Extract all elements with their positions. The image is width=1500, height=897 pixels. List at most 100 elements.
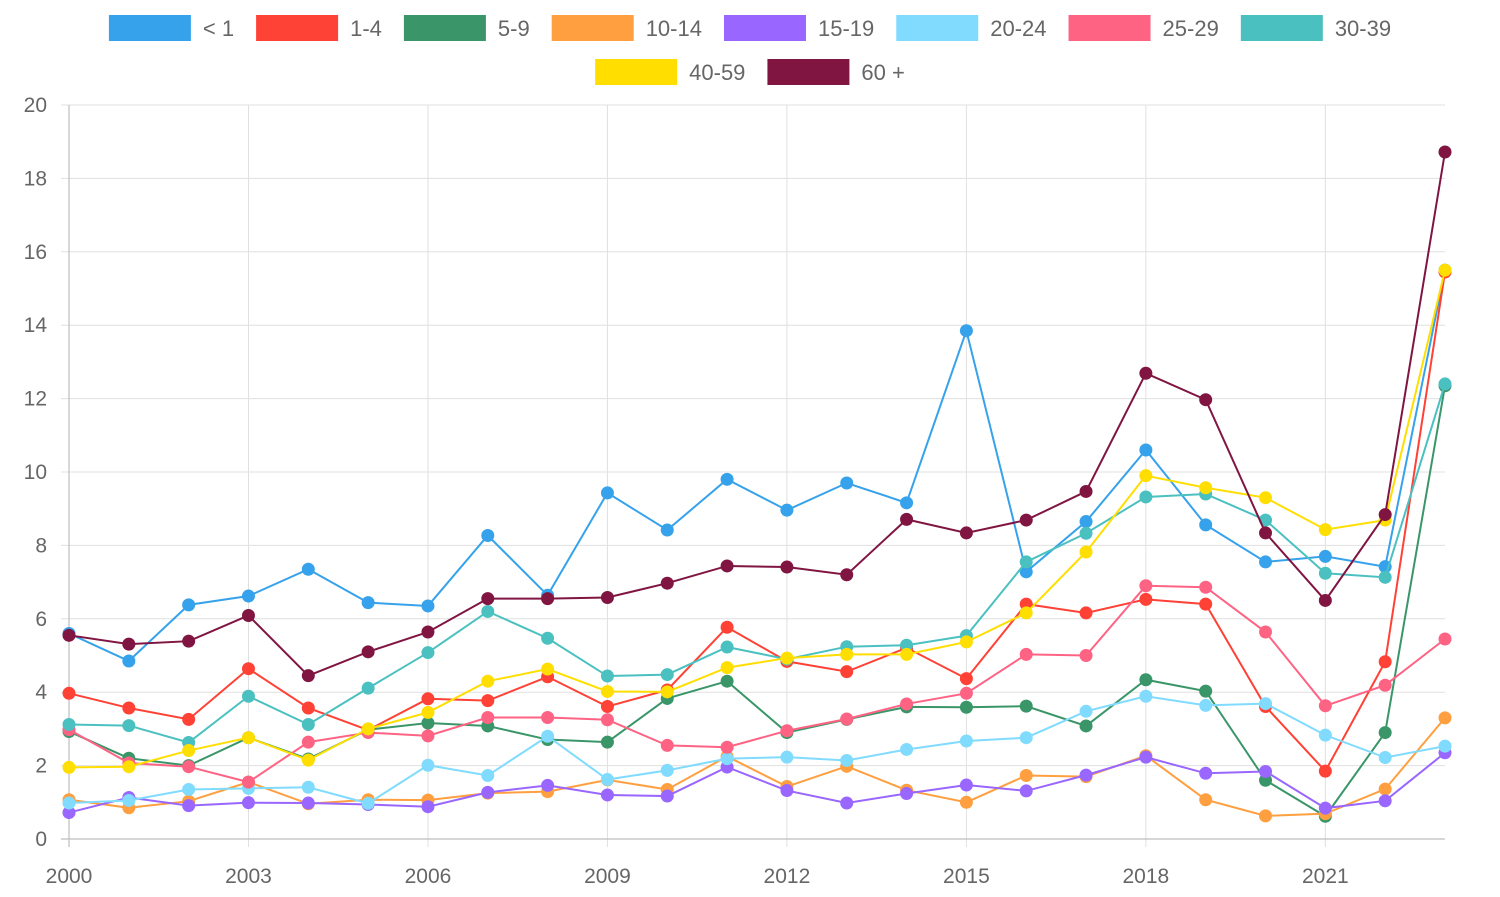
data-point (1019, 769, 1033, 783)
data-point (122, 654, 136, 668)
data-point (62, 760, 76, 774)
legend-label: 10-14 (646, 16, 702, 41)
legend-label: 5-9 (498, 16, 530, 41)
x-tick-label: 2006 (405, 865, 452, 888)
data-point (840, 665, 854, 679)
data-point (1139, 750, 1153, 764)
data-point (840, 753, 854, 767)
data-point (1259, 625, 1273, 639)
legend-item[interactable]: 30-39 (1240, 15, 1391, 41)
data-point (301, 796, 315, 810)
y-tick-label: 10 (24, 461, 47, 484)
data-point (720, 661, 734, 675)
legend-item[interactable]: 5-9 (403, 15, 530, 41)
legend-label: 25-29 (1163, 16, 1219, 41)
data-point (241, 662, 255, 676)
y-tick-label: 2 (35, 755, 47, 778)
data-point (481, 674, 495, 688)
data-point (600, 735, 614, 749)
legend-label: 30-39 (1335, 16, 1391, 41)
data-point (1438, 263, 1452, 277)
data-point (1318, 593, 1332, 607)
legend-swatch (403, 15, 486, 41)
data-point (1438, 145, 1452, 159)
data-point (1079, 545, 1093, 559)
legend-swatch (767, 59, 850, 85)
data-point (421, 729, 435, 743)
legend-swatch (723, 15, 806, 41)
data-point (241, 796, 255, 810)
data-point (1259, 555, 1273, 569)
data-point (1019, 784, 1033, 798)
data-point (182, 760, 196, 774)
data-point (241, 775, 255, 789)
data-point (1139, 443, 1153, 457)
series-line (68, 269, 1446, 663)
data-point (301, 701, 315, 715)
series-group (62, 265, 1452, 778)
data-point (421, 599, 435, 613)
data-point (1438, 377, 1452, 391)
legend-item[interactable]: 15-19 (723, 15, 874, 41)
data-point (241, 731, 255, 745)
data-point (1139, 592, 1153, 606)
data-point (541, 778, 555, 792)
x-tick-label: 2021 (1302, 865, 1349, 888)
series-group (62, 379, 1452, 823)
data-point (301, 780, 315, 794)
data-point (959, 635, 973, 649)
legend-item[interactable]: 60 + (767, 59, 905, 85)
x-tick-label: 2015 (943, 865, 990, 888)
data-point (361, 796, 375, 810)
legend-item[interactable]: < 1 (108, 15, 234, 41)
legend-item[interactable]: 1-4 (256, 15, 382, 41)
data-point (900, 496, 914, 510)
data-point (1378, 570, 1392, 584)
data-point (481, 785, 495, 799)
data-point (720, 674, 734, 688)
data-point (600, 591, 614, 605)
legend-item[interactable]: 10-14 (551, 15, 702, 41)
data-point (541, 631, 555, 645)
series-line (68, 717, 1446, 817)
legend-item[interactable]: 20-24 (896, 15, 1047, 41)
data-point (481, 769, 495, 783)
legend-swatch (896, 15, 979, 41)
data-point (1199, 518, 1213, 532)
data-point (1259, 526, 1273, 540)
legend-item[interactable]: 25-29 (1068, 15, 1219, 41)
data-point (241, 589, 255, 603)
x-tick-label: 2009 (584, 865, 631, 888)
data-point (900, 638, 914, 652)
data-point (122, 760, 136, 774)
data-point (780, 560, 794, 574)
y-tick-label: 18 (24, 167, 47, 190)
data-point (1079, 704, 1093, 718)
data-point (1019, 565, 1033, 579)
data-point (1259, 491, 1273, 505)
series-line (68, 751, 1446, 814)
legend-label: 1-4 (350, 16, 382, 41)
data-point (481, 694, 495, 708)
data-point (182, 712, 196, 726)
data-point (660, 738, 674, 752)
data-point (241, 608, 255, 622)
y-tick-label: 0 (35, 828, 47, 851)
legend-item[interactable]: 40-59 (595, 59, 745, 85)
data-point (1318, 549, 1332, 563)
series-group (62, 689, 1452, 810)
data-point (1019, 606, 1033, 620)
data-point (361, 681, 375, 695)
data-point (62, 806, 76, 820)
data-point (182, 634, 196, 648)
data-point (660, 668, 674, 682)
data-point (660, 523, 674, 537)
data-point (421, 692, 435, 706)
data-point (1378, 794, 1392, 808)
data-point (541, 711, 555, 725)
data-point (122, 701, 136, 715)
data-point (720, 620, 734, 634)
data-point (1378, 782, 1392, 796)
axes: 0 2 4 6 8 10 12 14 16 18 20 2000 2003 2006 2009 2012 201… (24, 94, 1445, 888)
data-point (840, 476, 854, 490)
